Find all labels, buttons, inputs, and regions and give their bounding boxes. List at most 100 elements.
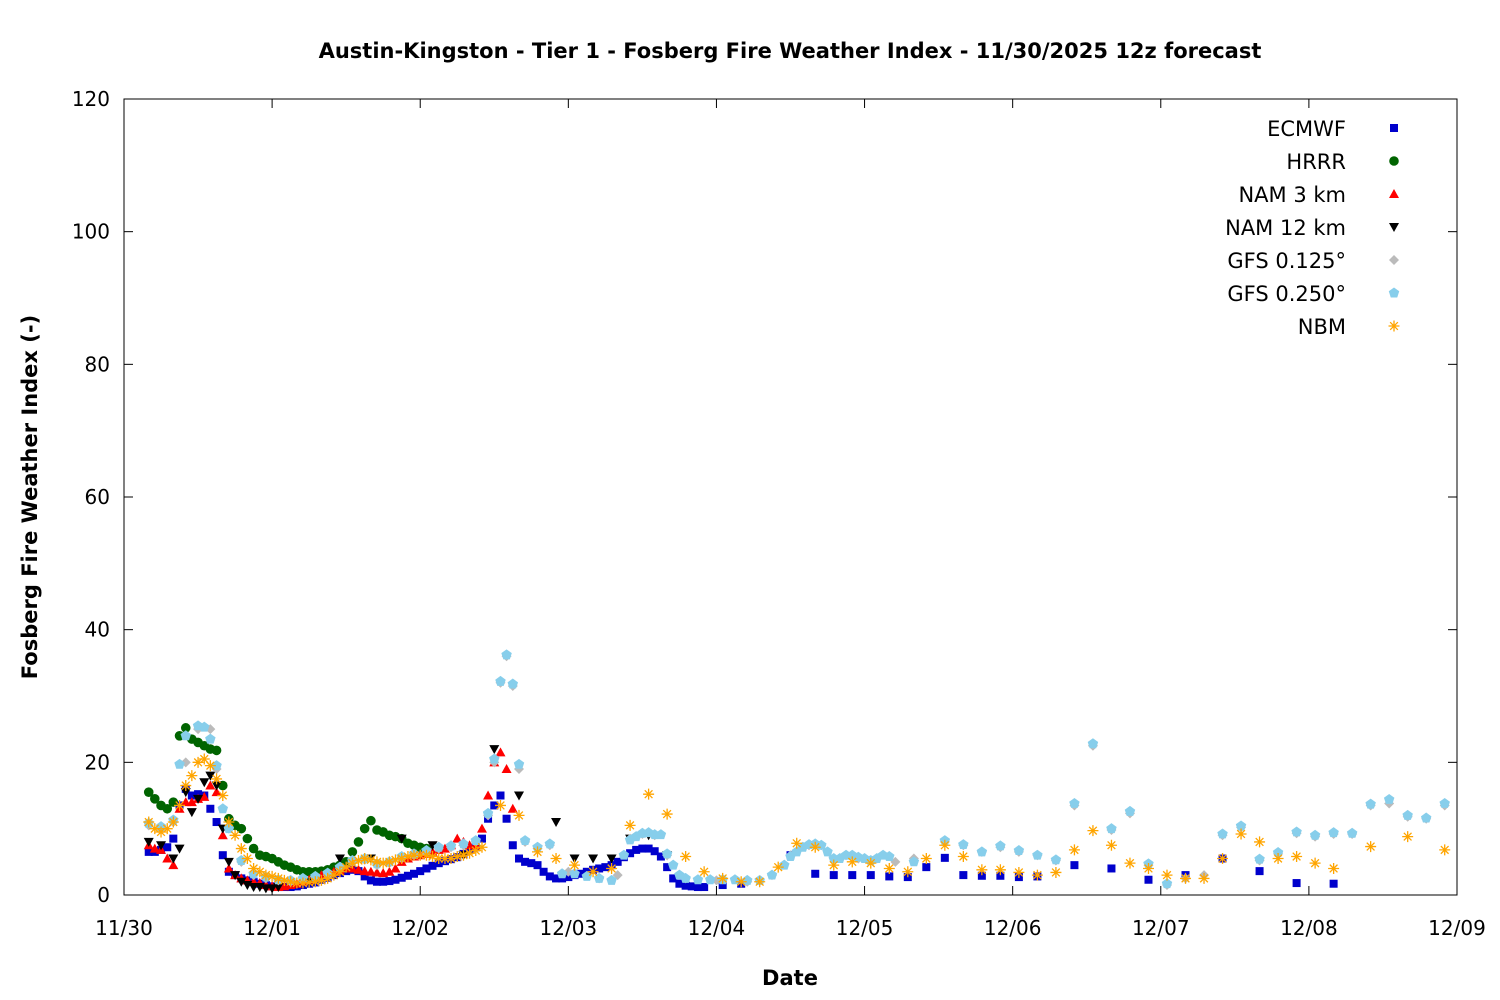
data-point	[507, 803, 518, 813]
data-point	[168, 860, 179, 870]
data-point	[180, 788, 191, 798]
data-point	[211, 745, 222, 756]
legend-label: NBM	[1298, 315, 1346, 339]
data-point	[884, 851, 895, 861]
data-point	[667, 859, 679, 870]
data-point	[661, 808, 673, 820]
data-point	[180, 723, 191, 733]
data-point	[1068, 844, 1080, 856]
legend-label: GFS 0.125°	[1227, 249, 1346, 273]
data-point	[1144, 875, 1153, 884]
data-point	[353, 864, 364, 874]
data-point	[235, 843, 247, 855]
data-point	[1291, 851, 1303, 863]
data-point	[353, 837, 364, 847]
legend-label: NAM 12 km	[1225, 216, 1346, 240]
data-point	[1235, 828, 1247, 840]
data-point	[569, 859, 581, 871]
data-point	[242, 833, 253, 844]
data-point	[397, 873, 406, 882]
data-point	[476, 841, 488, 853]
data-point	[217, 830, 228, 840]
data-point	[402, 851, 414, 863]
data-point	[1217, 828, 1228, 839]
data-point	[539, 867, 548, 876]
data-point	[1050, 854, 1062, 865]
data-point	[217, 790, 229, 801]
data-point	[451, 851, 463, 863]
data-point	[205, 733, 216, 744]
data-point	[186, 770, 198, 782]
data-point	[223, 823, 235, 834]
data-point	[422, 864, 431, 873]
data-point	[1124, 857, 1136, 869]
data-point	[624, 819, 636, 831]
data-point	[372, 877, 381, 886]
x-tick-label: 12/02	[391, 916, 449, 940]
data-point	[606, 854, 617, 864]
data-point	[223, 863, 234, 873]
data-point	[260, 869, 272, 881]
data-point	[1161, 869, 1173, 881]
data-point	[150, 794, 160, 804]
data-point	[371, 867, 382, 877]
data-point	[187, 791, 196, 800]
data-point	[1087, 738, 1099, 749]
data-point	[533, 861, 542, 870]
data-point	[285, 876, 297, 888]
data-point	[638, 844, 647, 853]
data-point	[1254, 836, 1266, 848]
data-point	[766, 869, 778, 880]
data-point	[735, 876, 747, 888]
x-axis: 11/30 12/01 12/02 12/03 12/04 12/05 12/06 12/07…	[95, 99, 1486, 940]
data-point	[811, 869, 820, 878]
data-point	[352, 855, 364, 867]
data-point	[1255, 867, 1264, 876]
data-point	[169, 834, 178, 843]
y-tick-label: 100	[72, 220, 110, 244]
data-point	[433, 841, 444, 852]
data-point	[939, 839, 951, 851]
data-point	[168, 797, 179, 807]
data-point	[502, 814, 511, 823]
legend-label: ECMWF	[1267, 117, 1346, 141]
data-point	[217, 803, 229, 814]
data-point	[569, 854, 580, 864]
data-point	[865, 857, 877, 869]
data-point	[1105, 839, 1117, 851]
data-point	[303, 876, 315, 888]
data-point	[680, 872, 691, 883]
data-point	[1069, 797, 1080, 808]
legend-marker	[1388, 320, 1400, 332]
data-point	[595, 864, 604, 873]
legend-label: NAM 3 km	[1238, 183, 1346, 207]
data-point	[391, 875, 400, 884]
data-point	[248, 862, 260, 874]
data-point	[340, 861, 352, 873]
data-point	[193, 794, 204, 804]
data-point	[681, 881, 690, 890]
legend: ECMWF HRRR NAM 3 km NAM 12 km GFS 0.125° GFS …	[1225, 117, 1400, 339]
data-point	[396, 853, 408, 865]
data-point	[439, 853, 451, 865]
data-point	[1420, 812, 1432, 823]
data-point	[464, 847, 476, 859]
data-point	[458, 838, 469, 849]
data-point	[996, 871, 1005, 880]
data-point	[513, 809, 525, 821]
legend-marker	[1389, 223, 1399, 232]
data-point	[322, 872, 334, 884]
data-point	[278, 874, 290, 886]
data-point	[866, 871, 875, 880]
data-point	[1365, 841, 1377, 853]
data-point	[675, 879, 684, 888]
data-point	[772, 861, 784, 873]
data-point	[663, 863, 672, 872]
data-point	[1180, 872, 1192, 884]
data-point	[551, 818, 562, 828]
data-point	[359, 853, 371, 865]
x-tick-label: 12/04	[688, 916, 746, 940]
data-point	[1087, 825, 1099, 837]
data-point	[390, 863, 401, 873]
data-point	[236, 823, 247, 834]
